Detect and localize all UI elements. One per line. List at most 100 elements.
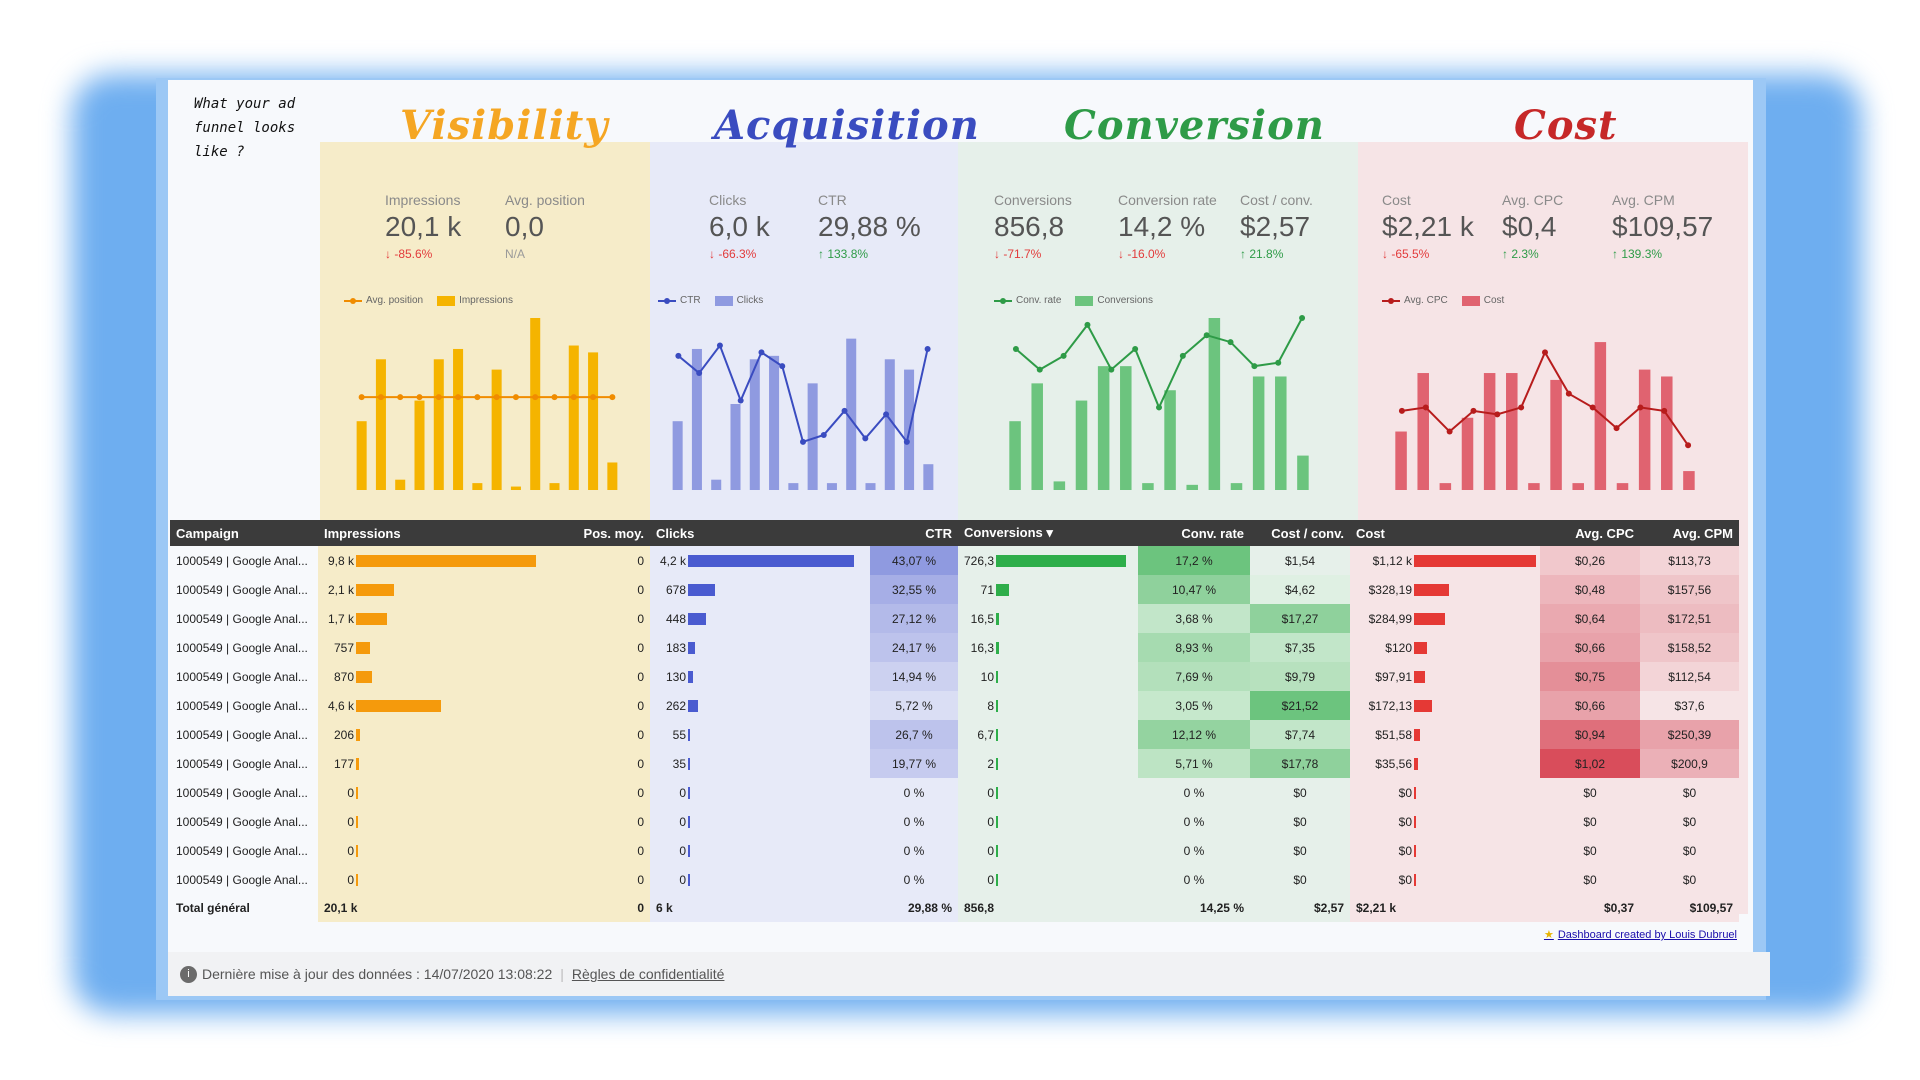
clicks-bar[interactable] — [884, 359, 895, 490]
table-row[interactable]: 1000549 | Google Anal... 177 0 35 19,77 % 2 5,… — [170, 749, 1739, 778]
conversions-bar[interactable] — [1297, 455, 1309, 490]
col-clicks[interactable]: Clicks — [650, 520, 870, 546]
col-campaign[interactable]: Campaign — [170, 520, 318, 546]
impressions-bar[interactable] — [588, 352, 599, 490]
ctr-point[interactable] — [862, 435, 869, 442]
impressions-bar[interactable] — [414, 400, 425, 490]
clicks-bar[interactable] — [749, 359, 760, 490]
conv-rate-point[interactable] — [1227, 339, 1234, 346]
ctr-point[interactable] — [800, 438, 806, 445]
avg-cpc-point[interactable] — [1398, 407, 1405, 414]
cost-bar[interactable] — [1483, 373, 1496, 490]
table-row[interactable]: 1000549 | Google Anal... 0 0 0 0 % 0 0 % $0 $0 $0… — [170, 778, 1739, 807]
cost-bar[interactable] — [1439, 483, 1452, 490]
table-row[interactable]: 1000549 | Google Anal... 2,1 k 0 678 32,55 %… — [170, 575, 1739, 604]
conv-rate-point[interactable] — [1275, 359, 1282, 366]
cost-bar[interactable] — [1417, 373, 1429, 490]
impressions-bar[interactable] — [549, 483, 560, 490]
avg-cpc-point[interactable] — [1494, 411, 1501, 418]
cost-bar[interactable] — [1528, 483, 1540, 490]
cost-bar[interactable] — [1683, 471, 1695, 490]
impressions-bar[interactable] — [568, 345, 579, 490]
avg-position-point[interactable] — [493, 394, 500, 401]
cost-bar[interactable] — [1395, 431, 1407, 490]
avg-cpc-point[interactable] — [1470, 407, 1477, 414]
avg-position-point[interactable] — [570, 394, 577, 401]
conversions-bar[interactable] — [1053, 481, 1066, 490]
conversions-bar[interactable] — [1097, 366, 1110, 490]
clicks-bar[interactable] — [846, 338, 857, 490]
ctr-point[interactable] — [820, 431, 827, 438]
conversions-bar[interactable] — [1208, 318, 1221, 490]
ctr-point[interactable] — [696, 370, 703, 377]
table-row[interactable]: 1000549 | Google Anal... 9,8 k 0 4,2 k 43,07… — [170, 546, 1739, 575]
avg-position-point[interactable] — [455, 394, 462, 401]
col-impressions[interactable]: Impressions — [318, 520, 550, 546]
avg-cpc-point[interactable] — [1589, 404, 1596, 411]
col-pos-moy[interactable]: Pos. moy. — [550, 520, 650, 546]
clicks-bar[interactable] — [711, 479, 722, 490]
clicks-bar[interactable] — [807, 383, 818, 490]
conv-rate-point[interactable] — [1132, 345, 1139, 352]
ctr-point[interactable] — [903, 438, 910, 445]
table-row[interactable]: 1000549 | Google Anal... 870 0 130 14,94 % 10… — [170, 662, 1739, 691]
cost-bar[interactable] — [1638, 369, 1651, 490]
col-conversions[interactable]: Conversions ▾ — [958, 520, 1138, 546]
ctr-point[interactable] — [716, 342, 723, 349]
impressions-bar[interactable] — [375, 359, 386, 490]
impressions-bar[interactable] — [607, 462, 618, 490]
clicks-bar[interactable] — [788, 483, 799, 490]
avg-position-point[interactable] — [532, 394, 539, 401]
avg-position-point[interactable] — [474, 394, 481, 401]
table-row[interactable]: 1000549 | Google Anal... 0 0 0 0 % 0 0 % $0 $0 $0… — [170, 807, 1739, 836]
impressions-bar[interactable] — [433, 359, 444, 490]
conv-rate-point[interactable] — [1179, 352, 1186, 359]
conv-rate-point[interactable] — [1299, 315, 1306, 321]
ctr-point[interactable] — [883, 411, 890, 418]
conversions-bar[interactable] — [1120, 366, 1132, 490]
avg-cpc-point[interactable] — [1446, 428, 1453, 435]
table-row[interactable]: 1000549 | Google Anal... 4,6 k 0 262 5,72 % 8… — [170, 691, 1739, 720]
impressions-bar[interactable] — [356, 421, 367, 490]
clicks-bar[interactable] — [769, 355, 780, 490]
cost-bar[interactable] — [1506, 373, 1518, 490]
avg-cpc-point[interactable] — [1637, 404, 1644, 411]
avg-cpc-point[interactable] — [1518, 404, 1525, 411]
ctr-point[interactable] — [675, 352, 682, 359]
avg-cpc-point[interactable] — [1661, 407, 1668, 414]
conversions-bar[interactable] — [1075, 400, 1088, 490]
cost-bar[interactable] — [1594, 342, 1607, 490]
impressions-bar[interactable] — [472, 483, 483, 490]
avg-cpc-point[interactable] — [1422, 404, 1429, 411]
col-cost[interactable]: Cost — [1350, 520, 1540, 546]
conversions-bar[interactable] — [1186, 484, 1198, 490]
avg-position-point[interactable] — [512, 394, 519, 401]
ctr-point[interactable] — [841, 407, 848, 414]
clicks-bar[interactable] — [691, 348, 702, 490]
avg-position-point[interactable] — [416, 394, 423, 401]
clicks-bar[interactable] — [672, 421, 683, 490]
credit-text[interactable]: Dashboard created by Louis Dubruel — [1557, 929, 1737, 941]
ctr-point[interactable] — [924, 345, 931, 352]
avg-cpc-point[interactable] — [1613, 425, 1620, 432]
conversions-bar[interactable] — [1031, 383, 1043, 490]
avg-position-point[interactable] — [397, 394, 404, 401]
cost-bar[interactable] — [1461, 417, 1474, 490]
conv-rate-point[interactable] — [1084, 321, 1091, 328]
avg-cpc-point[interactable] — [1542, 349, 1548, 356]
avg-position-point[interactable] — [358, 394, 365, 401]
cost-bar[interactable] — [1550, 379, 1562, 490]
conv-rate-point[interactable] — [1060, 352, 1067, 359]
conversions-bar[interactable] — [1164, 390, 1176, 490]
conv-rate-point[interactable] — [1108, 366, 1115, 373]
clicks-bar[interactable] — [730, 404, 741, 490]
avg-cpc-point[interactable] — [1685, 442, 1692, 449]
conversions-bar[interactable] — [1275, 376, 1287, 490]
avg-cpc-point[interactable] — [1565, 390, 1572, 397]
avg-position-point[interactable] — [435, 394, 442, 401]
col-avg-cpm[interactable]: Avg. CPM — [1640, 520, 1739, 546]
clicks-bar[interactable] — [826, 483, 837, 490]
table-row[interactable]: 1000549 | Google Anal... 206 0 55 26,7 % 6,7 1… — [170, 720, 1739, 749]
avg-position-point[interactable] — [609, 394, 616, 401]
table-row[interactable]: 1000549 | Google Anal... 1,7 k 0 448 27,12 %… — [170, 604, 1739, 633]
